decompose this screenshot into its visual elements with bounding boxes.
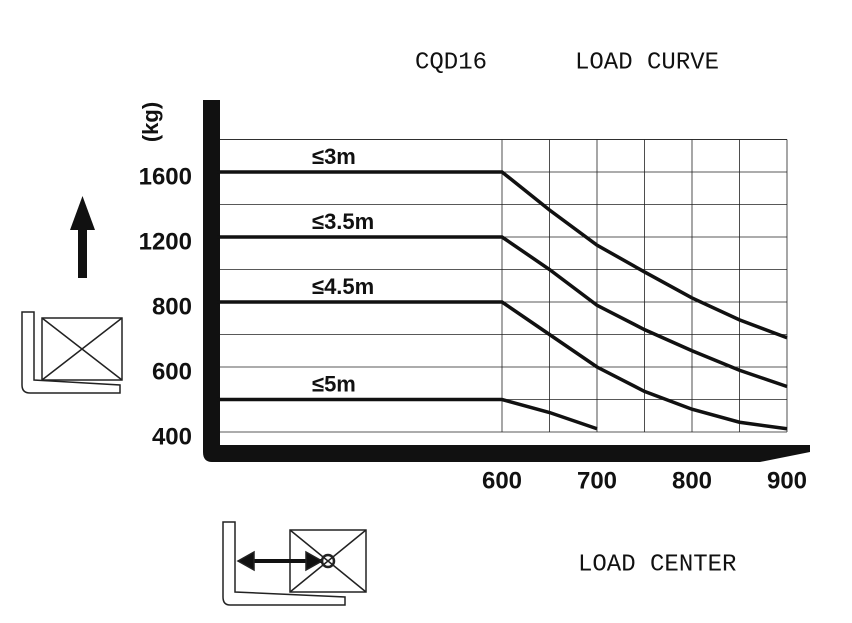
forklift-icon [21,311,123,394]
y-axis-label: (kg) [138,102,163,142]
y-tick-label: 1200 [139,228,192,255]
x-tick-label: 900 [767,467,807,494]
load-curve [217,170,788,340]
series-label: ≤5m [312,371,356,396]
chart-title: CQD16 [415,49,487,76]
load-curve [217,235,788,389]
load-curve [217,300,788,431]
load-center-icon [222,521,367,606]
series-label: ≤3m [312,144,356,169]
series-label: ≤3.5m [312,209,374,234]
x-tick-label: 800 [672,467,712,494]
x-tick-label: 600 [482,467,522,494]
y-tick-label: 1600 [139,163,192,190]
up-arrow [70,196,95,278]
axis-frame [203,100,810,462]
x-tick-label: 700 [577,467,617,494]
y-tick-label: 800 [152,293,192,320]
y-tick-label: 400 [152,423,192,450]
series-label: ≤4.5m [312,274,374,299]
y-tick-label: 600 [152,358,192,385]
load-curve [217,397,598,431]
chart-subtitle: LOAD CURVE [575,49,719,76]
x-axis-label: LOAD CENTER [578,551,736,578]
